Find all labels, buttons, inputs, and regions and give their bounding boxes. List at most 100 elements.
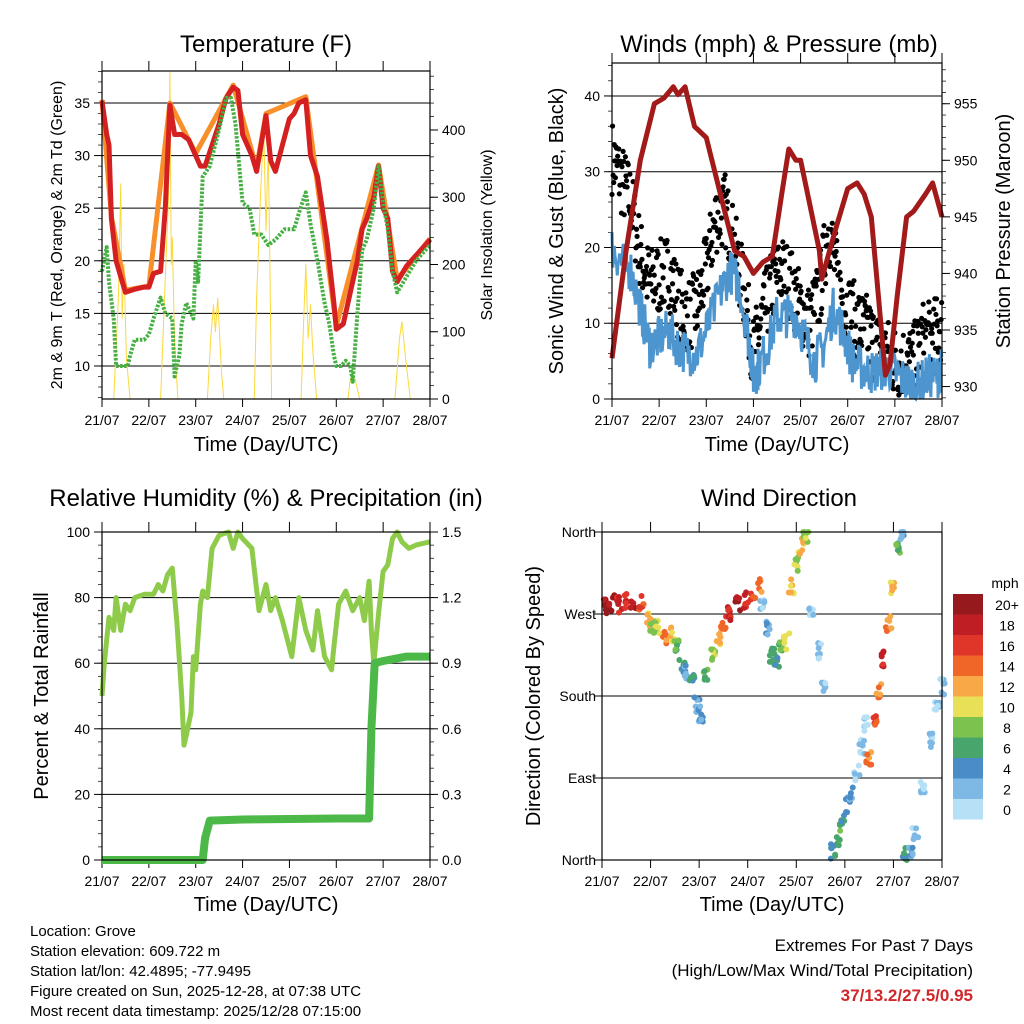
legend-swatch <box>953 614 983 635</box>
gust-point <box>823 280 829 287</box>
dir-x-tick-label: 23/07 <box>682 873 717 889</box>
gust-point <box>673 261 679 267</box>
wind-y-right-tick-label: 940 <box>954 265 978 281</box>
gust-point <box>915 330 921 336</box>
wind-direction-point <box>774 654 781 661</box>
gust-point <box>781 283 787 289</box>
gust-point <box>919 324 925 330</box>
gust-point <box>785 286 792 292</box>
gust-point <box>851 278 857 284</box>
created-text: Figure created on Sun, 2025-12-28, at 07… <box>30 983 362 1000</box>
wind-direction-point <box>764 631 771 638</box>
gust-point <box>719 241 725 247</box>
legend-label: 2 <box>1003 782 1011 798</box>
wind-direction-point <box>676 657 683 664</box>
gust-point <box>721 176 727 182</box>
gust-point <box>744 297 750 303</box>
gust-point <box>666 288 672 294</box>
wind-direction-point <box>647 620 654 627</box>
rh-x-tick-label: 23/07 <box>178 873 213 889</box>
wind-x-tick-label: 23/07 <box>689 412 724 428</box>
gust-point <box>709 257 716 264</box>
wind-direction-point <box>861 714 868 721</box>
gust-point <box>831 266 838 273</box>
extremes-subheading: (High/Low/Max Wind/Total Precipitation) <box>671 961 973 980</box>
gust-point <box>639 285 646 291</box>
gust-point <box>898 348 904 354</box>
gust-point <box>827 263 834 270</box>
legend-swatch <box>953 655 983 676</box>
wind-direction-point <box>806 605 813 612</box>
wind-x-tick-label: 26/07 <box>830 412 865 428</box>
temp-x-tick-label: 28/07 <box>412 412 447 428</box>
wind-direction-point <box>872 721 879 728</box>
gust-point <box>655 251 661 257</box>
gust-point <box>895 384 901 390</box>
wind-direction-point <box>913 825 920 832</box>
dir-x-tick-label: 24/07 <box>730 873 765 889</box>
wind-direction-point <box>900 850 907 857</box>
rh-x-tick-label: 25/07 <box>272 873 307 889</box>
wind-direction-point <box>941 680 948 687</box>
gust-point <box>656 282 662 288</box>
rh-series-relative-humidity <box>99 529 431 748</box>
wind-direction-point <box>927 743 934 750</box>
wind-direction-point <box>615 594 622 601</box>
dir-x-tick-label: 26/07 <box>827 873 862 889</box>
legend-label: 18 <box>999 618 1015 634</box>
temp-y-tick-label: 25 <box>74 200 90 216</box>
gust-point <box>839 300 845 307</box>
wind-plot-border <box>611 62 943 400</box>
wind-direction-point <box>733 594 740 601</box>
legend-swatch <box>953 758 983 779</box>
wind-direction-point <box>889 587 896 594</box>
wind-direction-point <box>941 691 948 698</box>
gust-point <box>669 281 676 287</box>
rh-x-tick-label: 27/07 <box>366 873 401 889</box>
gust-point <box>693 276 700 283</box>
wind-direction-point <box>917 779 924 786</box>
wind-x-tick-label: 22/07 <box>642 412 677 428</box>
wind-direction-point <box>669 629 676 636</box>
gust-point <box>833 248 839 255</box>
gust-point <box>612 175 618 181</box>
wind-y-tick-label: 10 <box>584 315 600 331</box>
gust-point <box>684 313 691 319</box>
wind-direction-point <box>787 589 794 596</box>
gust-point <box>798 288 804 294</box>
wind-direction-point <box>915 834 922 841</box>
latlon-text: Station lat/lon: 42.4895; -77.9495 <box>30 963 252 980</box>
gust-point <box>623 178 630 184</box>
gust-point <box>821 223 827 229</box>
gust-point <box>926 309 932 315</box>
gust-point <box>890 386 896 392</box>
gust-point <box>668 297 675 303</box>
legend-label: 0 <box>1003 802 1011 818</box>
wind-direction-point <box>780 633 787 640</box>
legend-swatch <box>953 778 983 799</box>
rh-x-tick-label: 28/07 <box>412 873 447 889</box>
gust-point <box>923 327 929 333</box>
gust-point <box>832 253 838 259</box>
gust-point <box>665 248 671 254</box>
legend-label: 6 <box>1003 741 1011 757</box>
gust-point <box>920 330 926 336</box>
gust-point <box>773 261 779 267</box>
gust-point <box>646 252 652 258</box>
temp-y-right-tick-label: 100 <box>442 324 466 340</box>
gust-point <box>922 334 929 340</box>
gust-point <box>643 263 650 270</box>
legend-swatch <box>953 676 983 697</box>
gust-point <box>860 312 866 318</box>
wind-direction-point <box>615 601 622 608</box>
gust-point <box>622 154 628 160</box>
gust-point <box>712 219 718 225</box>
gust-point <box>907 344 914 350</box>
gust-point <box>767 271 773 277</box>
gust-point <box>840 294 846 300</box>
gust-point <box>754 314 760 320</box>
gust-point <box>775 244 782 250</box>
gust-point <box>658 236 664 242</box>
legend-swatch <box>953 799 983 820</box>
wind-direction-point <box>794 567 801 574</box>
